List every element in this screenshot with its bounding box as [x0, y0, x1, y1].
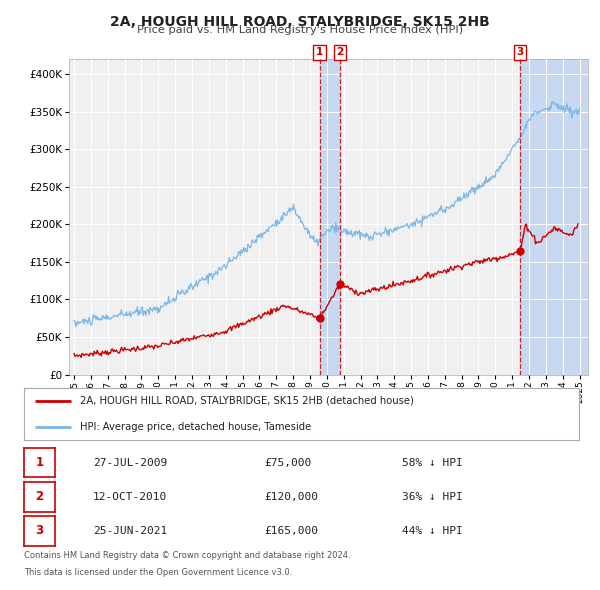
Bar	[320, 59, 340, 375]
Text: Price paid vs. HM Land Registry's House Price Index (HPI): Price paid vs. HM Land Registry's House …	[137, 25, 463, 35]
Text: 25-JUN-2021: 25-JUN-2021	[93, 526, 167, 536]
Text: This data is licensed under the Open Government Licence v3.0.: This data is licensed under the Open Gov…	[24, 568, 292, 576]
Text: 2A, HOUGH HILL ROAD, STALYBRIDGE, SK15 2HB (detached house): 2A, HOUGH HILL ROAD, STALYBRIDGE, SK15 2…	[79, 396, 413, 405]
Text: 36% ↓ HPI: 36% ↓ HPI	[402, 492, 463, 502]
Text: £165,000: £165,000	[264, 526, 318, 536]
Text: £120,000: £120,000	[264, 492, 318, 502]
Text: 3: 3	[35, 525, 44, 537]
Text: 44% ↓ HPI: 44% ↓ HPI	[402, 526, 463, 536]
Text: Contains HM Land Registry data © Crown copyright and database right 2024.: Contains HM Land Registry data © Crown c…	[24, 551, 350, 560]
Text: 1: 1	[316, 47, 323, 57]
Text: 58% ↓ HPI: 58% ↓ HPI	[402, 458, 463, 467]
Text: 2: 2	[337, 47, 344, 57]
Text: HPI: Average price, detached house, Tameside: HPI: Average price, detached house, Tame…	[79, 422, 311, 431]
Text: 2A, HOUGH HILL ROAD, STALYBRIDGE, SK15 2HB: 2A, HOUGH HILL ROAD, STALYBRIDGE, SK15 2…	[110, 15, 490, 29]
Text: 1: 1	[35, 456, 44, 469]
Bar	[520, 59, 588, 375]
Text: 27-JUL-2009: 27-JUL-2009	[93, 458, 167, 467]
Text: £75,000: £75,000	[264, 458, 311, 467]
Text: 3: 3	[517, 47, 524, 57]
Text: 12-OCT-2010: 12-OCT-2010	[93, 492, 167, 502]
Text: 2: 2	[35, 490, 44, 503]
